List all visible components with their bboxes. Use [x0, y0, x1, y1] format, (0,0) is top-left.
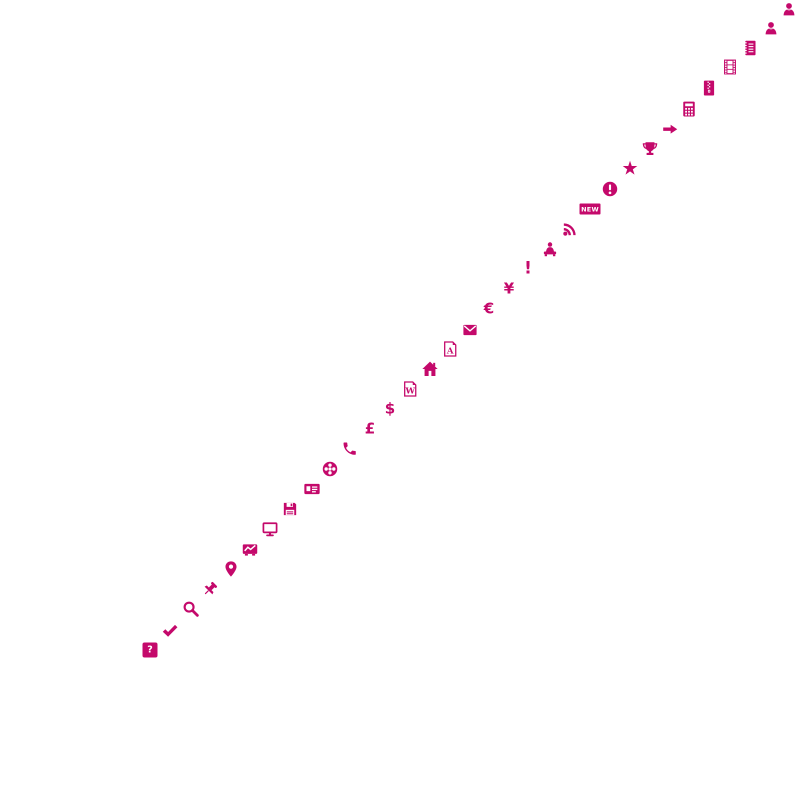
- calculator-icon: [681, 101, 698, 118]
- word-doc-icon: [402, 381, 419, 398]
- search-icon: [183, 601, 200, 618]
- mail-icon: [462, 322, 479, 339]
- arrow-right-icon: [662, 121, 679, 138]
- film-strip-icon: [722, 59, 739, 76]
- dollar-icon: $: [384, 399, 396, 418]
- save-floppy-icon: [282, 501, 299, 518]
- id-card-icon: [304, 481, 321, 498]
- phone-icon: [342, 441, 359, 458]
- rss-icon: [562, 221, 579, 238]
- businessman-icon: [763, 21, 780, 38]
- exclamation-icon: !: [524, 258, 532, 279]
- film-reel-icon: [322, 461, 339, 478]
- zip-file-icon: [701, 80, 718, 97]
- pound-icon: £: [364, 419, 376, 438]
- yen-icon: ¥: [503, 279, 515, 298]
- home-icon: [422, 361, 439, 378]
- pushpin-icon: [202, 581, 219, 598]
- checkmark-icon: [162, 622, 179, 639]
- star-icon: ★: [621, 157, 639, 180]
- businessman-icon: [781, 2, 798, 19]
- person-desk-icon: [542, 241, 559, 258]
- help-icon: ?: [142, 642, 158, 658]
- new-badge-icon: NEW: [579, 203, 601, 215]
- pdf-doc-icon: [442, 341, 459, 358]
- notebook-icon: [742, 40, 759, 57]
- monitor-icon: [262, 521, 279, 538]
- trophy-icon: [642, 141, 659, 158]
- euro-icon: €: [483, 299, 495, 318]
- map-pin-icon: [223, 561, 240, 578]
- line-chart-icon: [242, 541, 259, 558]
- warning-circle-icon: [602, 181, 619, 198]
